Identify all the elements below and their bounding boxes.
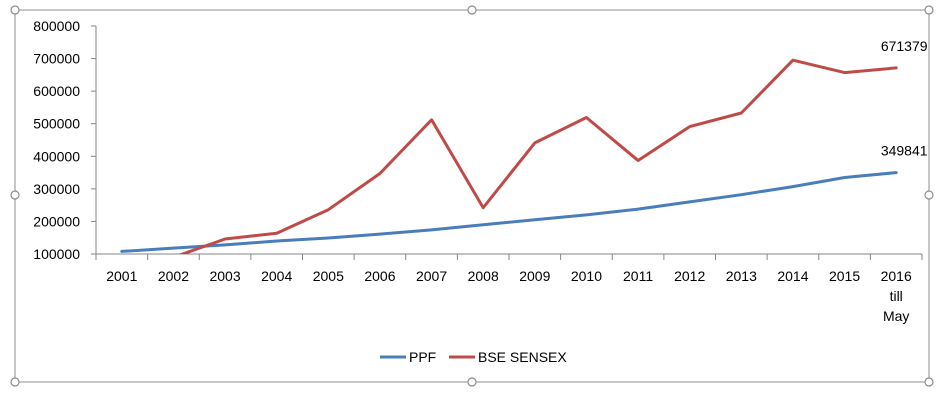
x-tick-label-line: 2013 [726,268,757,284]
x-tick-label-line: 2010 [571,268,602,284]
x-tick-label-line: May [883,308,909,324]
x-tick-label-line: 2002 [158,268,189,284]
chart-frame [10,5,934,387]
x-tick-label: 2015 [829,268,860,284]
x-tick-label: 2011 [623,268,653,284]
x-tick-label-line: 2001 [106,268,137,284]
x-tick-label: 2010 [571,268,602,284]
x-tick-label: 2016 till May [881,268,912,324]
series-line-bse-sensex [178,58,898,254]
x-tick-label-line: 2014 [777,268,808,284]
x-tick-label-line: 2012 [674,268,705,284]
x-tick-label: 2004 [261,268,292,284]
data-label: 349841 [881,143,928,159]
x-tick-label-line: 2006 [364,268,395,284]
x-tick-label: 2002 [158,268,189,284]
y-tick-label: 300000 [33,181,80,197]
x-tick-label: 2009 [519,268,550,284]
x-tick-label-line: 2004 [261,268,292,284]
legend-label: PPF [409,349,436,365]
x-tick-label-line: 2016 [881,268,912,284]
x-tick-label-line: 2003 [209,268,240,284]
y-tick-label: 600000 [33,83,80,99]
x-tick-label: 2005 [313,268,344,284]
x-tick-label-line: 2005 [313,268,344,284]
legend-label: BSE SENSEX [478,349,567,365]
resize-handle [10,5,20,15]
series [120,58,898,254]
y-tick-label: 700000 [33,51,80,67]
x-tick-label: 2014 [777,268,808,284]
x-tick-label-line: 2015 [829,268,860,284]
y-tick-label: 400000 [33,148,80,164]
x-tick-label-line: 2009 [519,268,550,284]
legend: PPF BSE SENSEX [380,349,567,365]
y-tick-label: 800000 [33,18,80,34]
resize-handle [10,190,20,200]
x-tick-label-line: 2007 [416,268,447,284]
x-tick-label: 2006 [364,268,395,284]
data-label: 671379 [881,38,928,54]
resize-handle [924,5,934,15]
y-tick-label: 500000 [33,116,80,132]
resize-handle [10,377,20,387]
axes: 100000 200000 300000 400000 500000 600000 7000… [33,18,923,324]
resize-handle [467,377,477,387]
x-tick-label-line: 2011 [623,268,653,284]
x-tick-label: 2012 [674,268,705,284]
y-tick-label: 100000 [33,246,80,262]
x-tick-label: 2013 [726,268,757,284]
chart-area-border [14,9,930,383]
x-tick-label: 2007 [416,268,447,284]
x-tick-label-line: till [890,288,903,304]
resize-handle [924,190,934,200]
resize-handle [467,5,477,15]
data-labels: 349841 671379 [881,38,928,159]
x-tick-label: 2001 [106,268,137,284]
x-tick-label: 2008 [468,268,499,284]
x-tick-label: 2003 [209,268,240,284]
series-line-ppf [120,171,898,253]
y-tick-label: 200000 [33,213,80,229]
resize-handle [924,377,934,387]
x-tick-label-line: 2008 [468,268,499,284]
